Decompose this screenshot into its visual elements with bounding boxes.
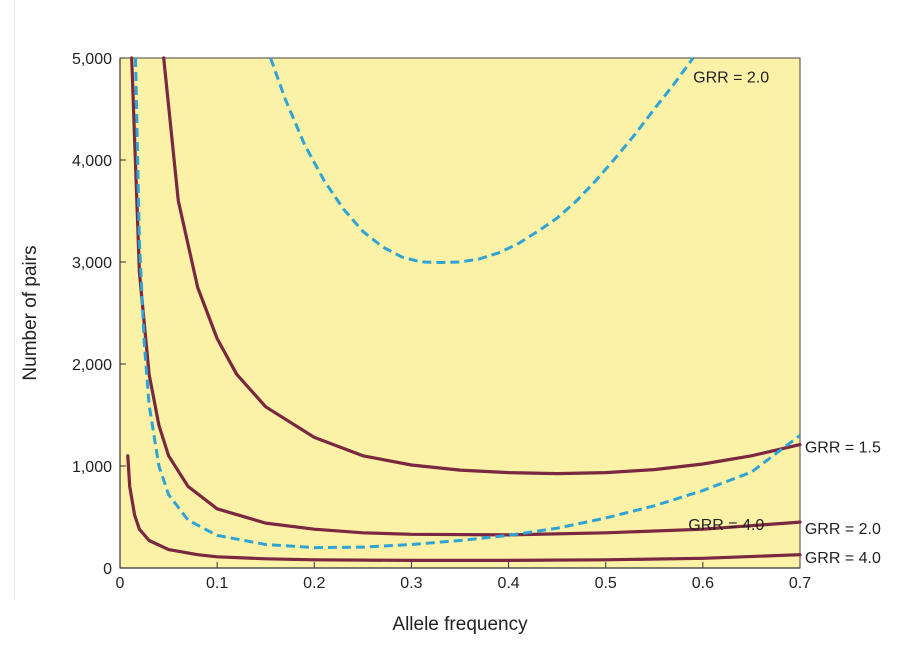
curve-label: GRR = 1.5 xyxy=(805,440,881,457)
series-line-3 xyxy=(126,454,802,562)
annotations-group: GRR = 2.0 GRR = 1.5 GRR = 4.0 GRR = 2.0 GRR … xyxy=(688,69,881,566)
y-tick-label: 1,000 xyxy=(72,459,112,476)
page-edge-divider xyxy=(14,0,15,600)
series-line-2 xyxy=(130,56,802,537)
x-tick-label: 0 xyxy=(116,575,125,592)
x-tick-label: 0.1 xyxy=(206,575,228,592)
x-tick-label: 0.3 xyxy=(400,575,422,592)
series-line-1 xyxy=(162,56,802,476)
x-tick-label: 0.7 xyxy=(789,575,811,592)
ticks-group: 0 0.1 0.2 0.3 0.4 0.5 0.6 0.7 0 1,000 2,000 3,000 4,… xyxy=(72,51,811,592)
y-tick-label: 2,000 xyxy=(72,357,112,374)
series-line-4 xyxy=(269,57,695,264)
y-tick-label: 4,000 xyxy=(72,153,112,170)
series-line-5 xyxy=(134,57,801,550)
y-tick-label: 5,000 xyxy=(72,51,112,68)
x-tick-label: 0.5 xyxy=(595,575,617,592)
x-tick-label: 0.4 xyxy=(497,575,519,592)
x-tick-label: 0.2 xyxy=(303,575,325,592)
curve-label: GRR = 4.0 xyxy=(805,550,881,567)
curve-label: GRR = 4.0 xyxy=(688,517,764,534)
curves-group xyxy=(126,56,802,562)
plot-area xyxy=(119,57,801,569)
y-tick-label: 3,000 xyxy=(72,255,112,272)
curve-label: GRR = 2.0 xyxy=(805,521,881,538)
x-tick-label: 0.6 xyxy=(692,575,714,592)
curve-label: GRR = 2.0 xyxy=(693,69,769,86)
y-tick-label: 0 xyxy=(103,561,112,578)
x-axis-title: Allele frequency xyxy=(392,614,528,635)
y-axis-title: Number of pairs xyxy=(20,245,41,380)
axes-group xyxy=(119,58,800,569)
